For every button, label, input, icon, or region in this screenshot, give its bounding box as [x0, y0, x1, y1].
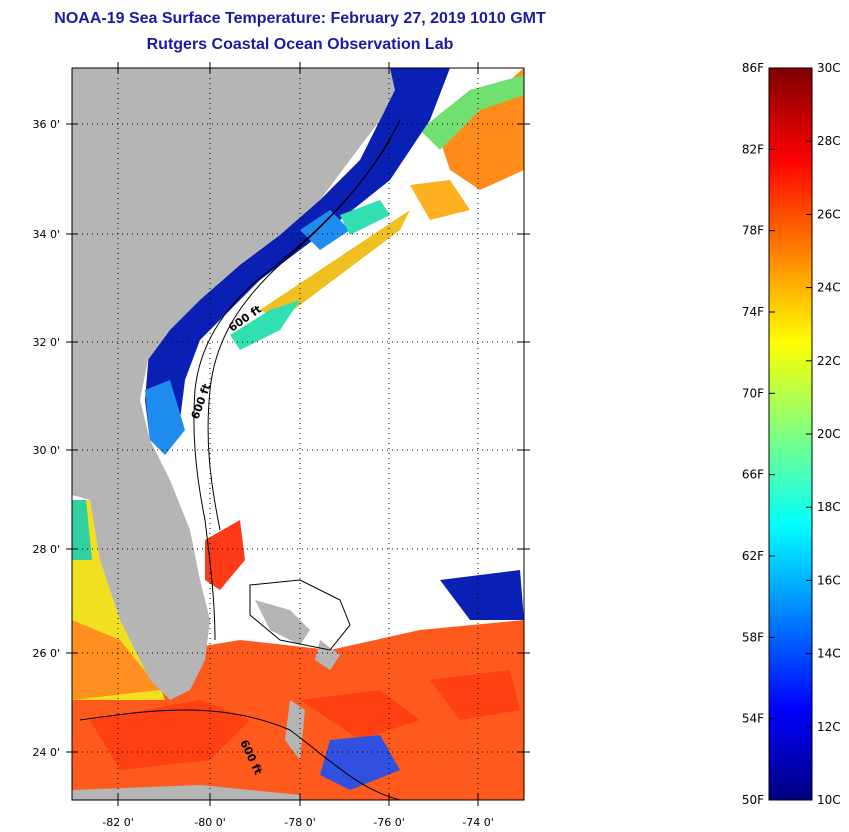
land-cuba	[72, 785, 300, 800]
map-title: NOAA-19 Sea Surface Temperature: Februar…	[54, 10, 546, 27]
lon-label: -76 0'	[373, 816, 405, 829]
cool-shelf	[145, 210, 350, 455]
fahrenheit-label: 54F	[742, 712, 764, 726]
fahrenheit-label: 62F	[742, 549, 764, 563]
cold-patch-bahamas	[440, 570, 524, 620]
cold-shelf	[145, 68, 450, 440]
warm-shelf-edge	[260, 210, 410, 320]
lat-label: 34 0'	[32, 228, 60, 241]
celsius-label: 30C	[817, 61, 841, 75]
fahrenheit-label: 70F	[742, 386, 764, 400]
isobath-line	[207, 119, 401, 531]
isobath-line	[193, 139, 391, 641]
hot-patches	[90, 670, 520, 770]
fahrenheit-label: 82F	[742, 142, 764, 156]
fahrenheit-label: 86F	[742, 61, 764, 75]
gulf-stream-green	[420, 75, 524, 150]
celsius-label: 16C	[817, 573, 841, 587]
green-shelf-edge	[230, 200, 390, 350]
lat-label: 26 0'	[32, 647, 60, 660]
celsius-label: 24C	[817, 281, 841, 295]
graticule	[72, 68, 524, 800]
fahrenheit-label: 58F	[742, 630, 764, 644]
fahrenheit-label: 74F	[742, 305, 764, 319]
map-subtitle: Rutgers Coastal Ocean Observation Lab	[146, 36, 454, 53]
lat-label: 28 0'	[32, 543, 60, 556]
map-imagery	[72, 68, 524, 800]
gulf-stream-mid	[410, 180, 470, 220]
celsius-label: 26C	[817, 207, 841, 221]
fahrenheit-label: 50F	[742, 793, 764, 807]
bahamas-contour	[249, 579, 351, 651]
celsius-label: 22C	[817, 354, 841, 368]
fahrenheit-labels: 86F 82F 78F 74F 70F 66F 62F 58F 54F 50F	[742, 61, 764, 807]
lon-label: -80 0'	[194, 816, 226, 829]
lon-label: -82 0'	[102, 816, 134, 829]
gulf-green	[72, 500, 92, 560]
celsius-label: 10C	[817, 793, 841, 807]
celsius-label: 14C	[817, 647, 841, 661]
tick-marks	[66, 62, 530, 806]
map-frame	[71, 67, 525, 801]
lon-label: -78 0'	[284, 816, 316, 829]
fahrenheit-label: 78F	[742, 224, 764, 238]
colorbar-ticks	[769, 67, 812, 801]
land-bahamas	[255, 600, 340, 760]
lat-label: 36 0'	[32, 118, 60, 131]
warm-patch-florida	[205, 520, 245, 590]
sst-map: 36 0' 34 0' 32 0' 30 0' 28 0' 26 0' 24 0…	[32, 62, 530, 829]
celsius-label: 28C	[817, 134, 841, 148]
celsius-label: 18C	[817, 500, 841, 514]
celsius-labels: 30C 28C 26C 24C 22C 20C 18C 16C 14C 12C 10C	[817, 61, 841, 807]
celsius-label: 12C	[817, 720, 841, 734]
lat-label: 30 0'	[32, 444, 60, 457]
celsius-label: 20C	[817, 427, 841, 441]
land-southeast-us	[72, 68, 395, 700]
cool-patch-south	[320, 735, 400, 790]
lon-label: -74 0'	[462, 816, 494, 829]
gulf-warm	[72, 620, 160, 700]
temperature-colorbar: 86F 82F 78F 74F 70F 66F 62F 58F 54F 50F 30C 28C 26C…	[742, 61, 841, 807]
southern-contour	[79, 709, 401, 800]
fahrenheit-label: 66F	[742, 468, 764, 482]
colorbar-gradient	[768, 67, 813, 801]
lat-label: 24 0'	[32, 746, 60, 759]
lat-label: 32 0'	[32, 336, 60, 349]
